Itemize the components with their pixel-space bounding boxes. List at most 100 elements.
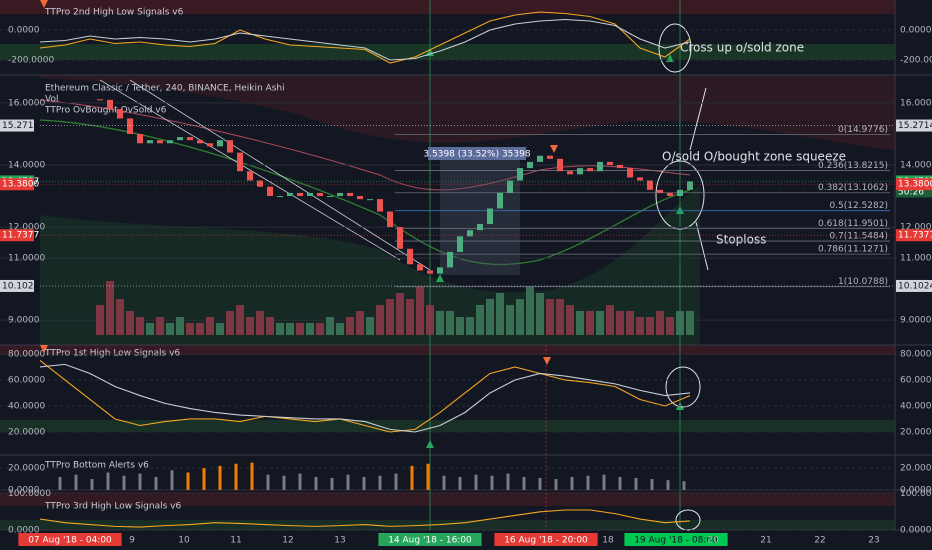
y-tick-label: 14.0000	[900, 161, 932, 171]
candle-body	[387, 211, 393, 228]
y-tick-label: -200.0000	[900, 56, 932, 66]
alert-bar	[650, 479, 654, 490]
fib-label: 0.382(13.1062)	[818, 183, 888, 193]
candle-body	[487, 208, 493, 224]
volume-bar	[676, 311, 684, 335]
price-tag	[896, 178, 932, 191]
candle-body	[117, 109, 123, 119]
x-tick-label: 12	[282, 536, 293, 546]
y-tick-label-left: 20.0000	[8, 427, 45, 437]
candle-body	[647, 180, 653, 190]
alert-bar	[458, 476, 462, 490]
alert-bar	[682, 481, 686, 490]
panel-title: TTPro 3rd High Low Signals v6	[44, 502, 181, 512]
time-tag-label: 16 Aug '18 - 20:00	[504, 536, 588, 546]
panel-title: TTPro Bottom Alerts v6	[44, 461, 149, 471]
candle-body	[667, 192, 673, 197]
time-tag	[378, 533, 482, 546]
alert-bar	[282, 475, 286, 490]
volume-bar	[386, 299, 394, 335]
y-tick-label: 12.0000	[900, 223, 932, 233]
alert-bar	[506, 473, 510, 490]
price-tag-label: 11.7377	[898, 231, 932, 241]
volume-bar	[296, 323, 304, 335]
alert-bar	[90, 479, 94, 490]
y-tick-label: 20.0000	[900, 464, 932, 474]
alert-bar	[666, 480, 670, 490]
alert-bar	[234, 463, 238, 490]
candle-body	[177, 137, 183, 141]
oversold-zone	[0, 44, 895, 60]
price-tag-label: 13.3800	[898, 180, 932, 190]
candle-body	[267, 186, 273, 197]
volume-bar	[206, 317, 214, 335]
y-tick-label-left: 11.0000	[8, 254, 45, 264]
candle-body	[137, 133, 143, 144]
candle-body	[157, 140, 163, 144]
alert-bar	[170, 470, 174, 490]
x-tick-label: 23	[868, 536, 879, 546]
x-tick-label: 20	[707, 536, 719, 546]
y-tick-label: 11.0000	[900, 254, 932, 264]
y-tick-label: 0.0000	[900, 26, 932, 36]
y-tick-label-left: 80.0000	[8, 349, 45, 359]
volume-bar	[586, 311, 594, 335]
volume-bar	[176, 317, 184, 335]
candle-body	[677, 189, 683, 197]
time-tag	[18, 533, 122, 546]
candle-body	[527, 161, 533, 169]
candle-body	[317, 192, 323, 197]
price-tag	[0, 279, 34, 292]
candle-body	[167, 140, 173, 144]
candle-body	[467, 230, 473, 237]
alert-bar	[106, 472, 110, 490]
annotation-squeeze: O/sold O/bought zone squeeze	[662, 150, 846, 164]
candle-body	[637, 177, 643, 181]
candle-body	[237, 152, 243, 172]
candle-body	[447, 251, 453, 268]
y-tick-label: 16.0000	[900, 98, 932, 108]
annotation-stoploss: Stoploss	[716, 233, 766, 247]
volume-bar	[686, 311, 694, 335]
price-tag	[896, 229, 932, 242]
alert-bar	[314, 476, 318, 490]
fib-label: 0.5(12.5282)	[829, 201, 888, 211]
candle-body	[147, 140, 153, 144]
volume-bar	[626, 311, 634, 335]
candle-body	[477, 223, 483, 231]
candle-body	[517, 168, 523, 181]
time-tag-label: 07 Aug '18 - 04:00	[28, 536, 112, 546]
x-tick-label: 13	[334, 536, 345, 546]
volume-bar	[196, 323, 204, 335]
alert-bar	[74, 474, 78, 490]
fib-label: 0(14.9776)	[838, 125, 888, 135]
candle-body	[207, 143, 213, 147]
volume-bar	[326, 317, 334, 335]
y-tick-label-left: 40.0000	[8, 401, 45, 411]
volume-bar	[466, 317, 474, 335]
y-tick-label: 80.0000	[900, 349, 932, 359]
price-tag	[0, 178, 34, 191]
volume-bar	[456, 317, 464, 335]
candle-body	[217, 140, 223, 147]
volume-bar	[156, 317, 164, 335]
volume-bar	[336, 323, 344, 335]
volume-bar	[426, 305, 434, 335]
candle-body	[257, 180, 263, 187]
volume-bar	[276, 323, 284, 335]
volume-bar	[496, 293, 504, 335]
candle-body	[337, 192, 343, 197]
candle-body	[607, 161, 613, 165]
volume-bar	[646, 317, 654, 335]
alert-bar	[298, 473, 302, 490]
indicator-line	[39, 18, 691, 61]
price-tag-label: 10.1024	[898, 281, 932, 291]
price-tag	[896, 279, 932, 292]
y-tick-label-left: 16.0000	[8, 98, 45, 108]
y-tick-label-left: 9.0000	[8, 316, 40, 326]
y-tick-label-left: 12.0000	[8, 223, 45, 233]
volume-bar	[666, 317, 674, 335]
volume-bar	[256, 311, 264, 335]
volume-bar	[406, 299, 414, 335]
